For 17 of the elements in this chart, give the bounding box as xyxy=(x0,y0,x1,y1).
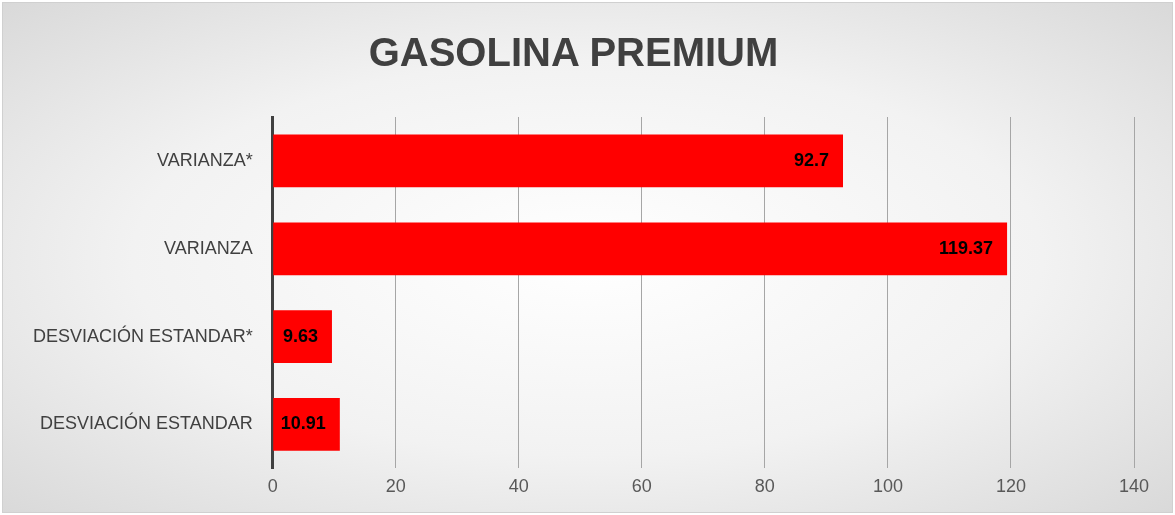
x-tick-label: 60 xyxy=(631,476,652,497)
y-tick-label: VARIANZA xyxy=(164,237,253,258)
x-tick-label: 40 xyxy=(508,476,529,497)
x-tick-label: 100 xyxy=(872,476,903,497)
y-tick-label: VARIANZA* xyxy=(157,149,253,170)
x-tick-label: 80 xyxy=(754,476,775,497)
y-tick-label: DESVIACIÓN ESTANDAR xyxy=(39,412,253,434)
data-label: 92.7 xyxy=(793,149,830,170)
x-tick-label: 0 xyxy=(267,476,278,497)
chart-title: GASOLINA PREMIUM xyxy=(368,30,779,75)
data-label: 10.91 xyxy=(280,413,326,434)
data-label: 119.37 xyxy=(939,237,994,258)
x-tick-label: 140 xyxy=(1118,476,1150,497)
x-tick-label: 120 xyxy=(995,476,1026,497)
y-tick-label: DESVIACIÓN ESTANDAR* xyxy=(32,324,253,346)
data-label: 9.63 xyxy=(282,325,318,346)
x-tick-label: 20 xyxy=(385,476,406,497)
